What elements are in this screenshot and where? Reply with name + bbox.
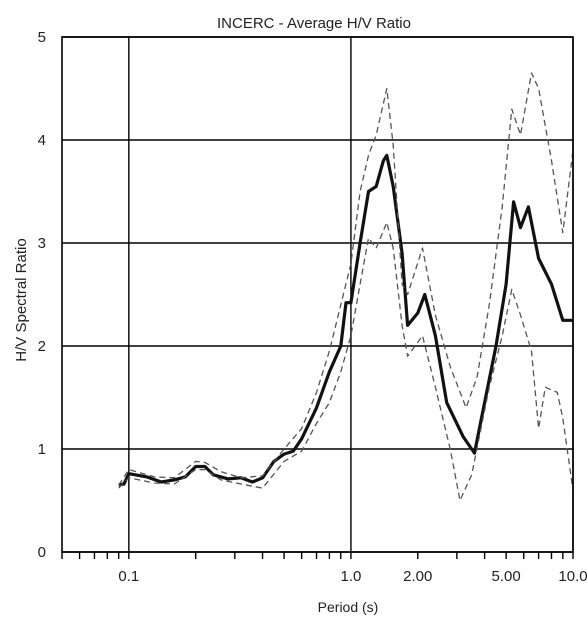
x-tick-label: 2.00	[403, 568, 432, 585]
y-axis-label: H/V Spectral Ratio	[13, 238, 30, 361]
tick-labels: 0 1 2 3 4 5 0.1 1.0 2.00 5.00 10.0	[38, 29, 587, 585]
x-tick-label: 0.1	[118, 568, 139, 585]
x-axis-label: Period (s)	[318, 599, 379, 615]
average-series-line	[118, 153, 573, 487]
dashed-series-line	[118, 72, 574, 486]
plot-frame	[61, 36, 574, 553]
dashed-series-line	[118, 221, 574, 502]
y-tick-label: 5	[38, 29, 46, 46]
x-tick-label: 10.0	[558, 568, 587, 585]
x-tick-label: 5.00	[492, 568, 521, 585]
axes	[61, 36, 574, 559]
y-tick-label: 4	[38, 132, 46, 149]
y-tick-label: 3	[38, 235, 46, 252]
y-tick-label: 1	[38, 441, 46, 458]
series-lines	[118, 72, 574, 502]
chart-title: INCERC - Average H/V Ratio	[217, 15, 411, 32]
y-tick-label: 2	[38, 338, 46, 355]
x-tick-label: 1.0	[340, 568, 361, 585]
y-tick-label: 0	[38, 544, 46, 561]
